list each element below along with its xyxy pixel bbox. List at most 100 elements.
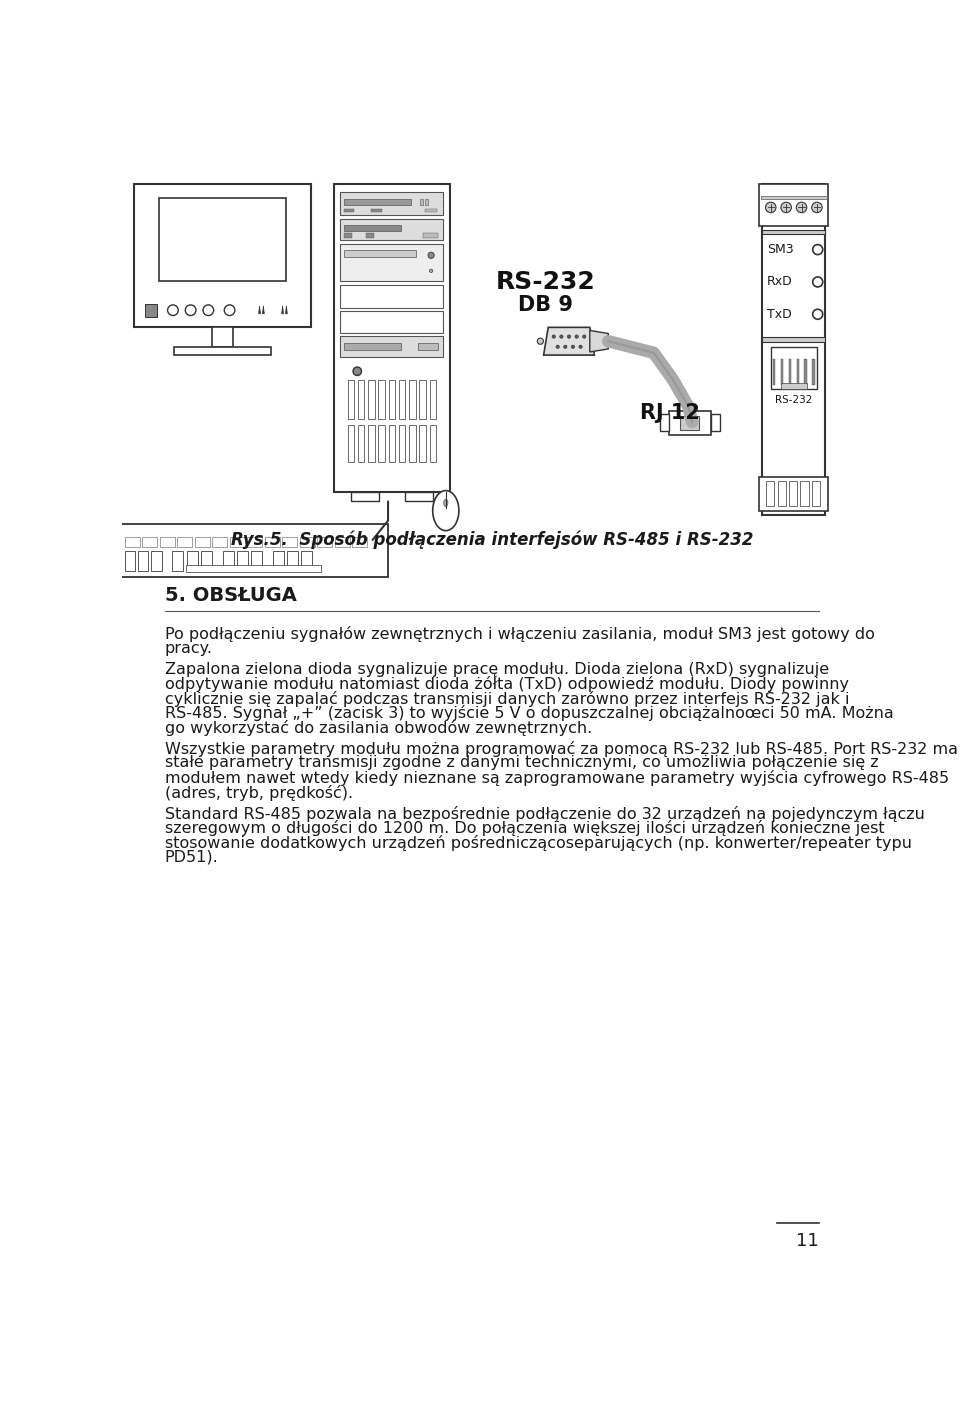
Bar [265, 536, 279, 548]
Bar [389, 426, 396, 463]
Bar [340, 285, 444, 308]
Bar [159, 536, 175, 548]
Circle shape [571, 345, 575, 349]
Bar [158, 199, 286, 281]
Polygon shape [273, 551, 283, 570]
Bar [789, 481, 797, 505]
Text: Wszystkie parametry modułu można programować za pomocą RS-232 lub RS-485. Port R: Wszystkie parametry modułu można program… [165, 741, 958, 756]
Bar [766, 481, 775, 505]
Polygon shape [300, 551, 312, 570]
Bar [762, 338, 826, 342]
Text: Rys.5.  Sposób podłączenia interfejsów RS-485 i RS-232: Rys.5. Sposób podłączenia interfejsów RS… [230, 531, 754, 549]
Text: RS-232: RS-232 [775, 394, 812, 404]
Bar [812, 481, 820, 505]
Bar [212, 536, 228, 548]
Bar [178, 536, 192, 548]
Circle shape [579, 345, 583, 349]
Ellipse shape [444, 499, 448, 507]
Circle shape [556, 345, 560, 349]
Bar [358, 426, 365, 463]
Ellipse shape [433, 491, 459, 531]
Bar [801, 481, 808, 505]
Bar [318, 536, 332, 548]
Bar [389, 380, 396, 419]
Bar [174, 346, 272, 355]
Text: stałe parametry transmisji zgodne z danymi technicznymi, co umożliwia połączenie: stałe parametry transmisji zgodne z dany… [165, 755, 878, 771]
Bar [405, 492, 433, 501]
Bar [398, 380, 405, 419]
Bar [669, 410, 711, 436]
Polygon shape [251, 551, 262, 570]
Bar [711, 414, 720, 431]
Circle shape [765, 201, 776, 213]
Bar [340, 311, 444, 332]
Bar [118, 525, 388, 578]
Bar [340, 336, 444, 358]
Circle shape [428, 253, 434, 258]
Bar [429, 380, 436, 419]
Bar [145, 304, 157, 316]
Polygon shape [173, 551, 183, 570]
Bar [195, 536, 209, 548]
Bar [420, 199, 422, 204]
Bar [368, 426, 374, 463]
Bar [340, 192, 444, 214]
Bar [762, 184, 826, 515]
Bar [366, 234, 374, 238]
Text: modułem nawet wtedy kiedy nieznane są zaprogramowane parametry wyjścia cyfrowego: modułem nawet wtedy kiedy nieznane są za… [165, 771, 948, 786]
Text: Standard RS-485 pozwala na bezpośrednie podłączenie do 32 urządzeń na pojedynczy: Standard RS-485 pozwala na bezpośrednie … [165, 806, 924, 822]
Text: DB 9: DB 9 [518, 295, 573, 315]
Bar [340, 244, 444, 281]
Polygon shape [138, 551, 149, 570]
Polygon shape [543, 328, 594, 355]
Polygon shape [281, 307, 283, 314]
Bar [778, 481, 786, 505]
Text: go wykorzystać do zasilania obwodów zewnętrznych.: go wykorzystać do zasilania obwodów zewn… [165, 719, 592, 736]
Bar [368, 380, 374, 419]
Bar [420, 426, 426, 463]
Bar [344, 209, 354, 213]
Bar [797, 359, 799, 385]
Bar [804, 359, 806, 385]
Polygon shape [287, 551, 298, 570]
Bar [334, 184, 449, 492]
Circle shape [538, 338, 543, 345]
Circle shape [567, 335, 570, 338]
Bar [789, 359, 791, 385]
Bar [186, 565, 321, 572]
Text: RJ 12: RJ 12 [639, 403, 700, 423]
Bar [348, 380, 354, 419]
Bar [248, 536, 262, 548]
Circle shape [560, 335, 564, 338]
Text: stosowanie dodatkowych urządzeń pośredniczącoseparujących (np. konwerter/repeate: stosowanie dodatkowych urządzeń pośredni… [165, 834, 912, 851]
Circle shape [583, 335, 586, 338]
Bar [762, 230, 826, 234]
Circle shape [780, 201, 791, 213]
Bar [344, 251, 417, 257]
Bar [358, 380, 365, 419]
Bar [681, 416, 700, 430]
Circle shape [552, 335, 556, 338]
Bar [425, 199, 428, 204]
Bar [344, 343, 401, 350]
Bar [418, 343, 439, 350]
Text: RxD: RxD [767, 275, 793, 288]
Bar [429, 426, 436, 463]
Bar [372, 209, 381, 213]
Text: RS-485. Sygnał „+” (zacisk 3) to wyjście 5 V o dopuszczalnej obciążalnoœci 50 mA: RS-485. Sygnał „+” (zacisk 3) to wyjście… [165, 705, 894, 721]
Text: 5. OBSŁUGA: 5. OBSŁUGA [165, 586, 297, 604]
Text: TxD: TxD [767, 308, 792, 321]
Bar [812, 359, 815, 385]
Bar [378, 380, 385, 419]
Bar [351, 492, 379, 501]
Bar [420, 380, 426, 419]
Text: Zapalona zielona dioda sygnalizuje pracę modułu. Dioda zielona (RxD) sygnalizuje: Zapalona zielona dioda sygnalizuje pracę… [165, 661, 828, 677]
Bar [282, 536, 298, 548]
Circle shape [812, 201, 822, 213]
Text: (adres, tryb, prędkość).: (adres, tryb, prędkość). [165, 785, 353, 800]
Bar [781, 383, 806, 389]
Text: RS-232: RS-232 [496, 271, 596, 294]
Circle shape [796, 201, 806, 213]
Polygon shape [223, 551, 233, 570]
Text: Po podłączeniu sygnałów zewnętrznych i włączeniu zasilania, moduł SM3 jest gotow: Po podłączeniu sygnałów zewnętrznych i w… [165, 626, 875, 643]
